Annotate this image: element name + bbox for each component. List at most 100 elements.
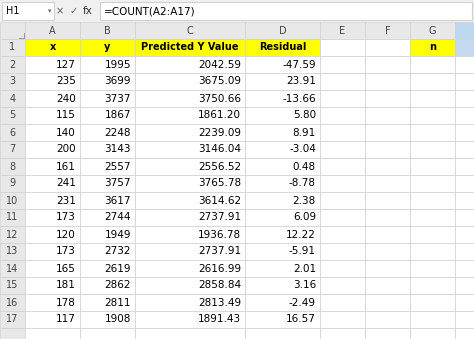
Bar [455,311,474,328]
Text: 2: 2 [9,60,16,69]
Bar [0,90,25,107]
Text: 120: 120 [56,230,76,239]
Bar [410,294,455,311]
Bar [245,90,320,107]
Bar [455,56,474,73]
Bar [320,192,365,209]
Text: 3765.78: 3765.78 [198,179,241,188]
Text: 9: 9 [9,179,16,188]
Bar [365,226,410,243]
Text: 3614.62: 3614.62 [198,196,241,205]
Text: 178: 178 [56,298,76,307]
Text: 2813.49: 2813.49 [198,298,241,307]
Bar [80,39,135,56]
Text: 2737.91: 2737.91 [198,246,241,257]
Bar [80,243,135,260]
Bar [320,90,365,107]
Bar [320,311,365,328]
Text: 5: 5 [9,111,16,120]
Bar [80,141,135,158]
Text: 1: 1 [9,42,16,53]
Bar [410,260,455,277]
Text: 161: 161 [56,161,76,172]
Text: -2.49: -2.49 [289,298,316,307]
Text: 6.09: 6.09 [293,213,316,222]
Bar [410,73,455,90]
Bar [80,107,135,124]
Bar [0,311,25,328]
Text: 2042.59: 2042.59 [198,60,241,69]
Bar [135,243,245,260]
Bar [0,39,25,56]
Bar [135,226,245,243]
Bar [365,175,410,192]
Bar [25,226,80,243]
Bar [135,39,245,56]
Text: 6: 6 [9,127,16,138]
Bar [365,243,410,260]
Text: 240: 240 [56,94,76,103]
Bar [80,311,135,328]
Text: 8: 8 [9,161,16,172]
Bar [410,243,455,260]
Bar [80,175,135,192]
Bar [80,158,135,175]
Text: 16: 16 [6,298,18,307]
Bar [25,192,80,209]
Text: 0.48: 0.48 [293,161,316,172]
Text: -47.59: -47.59 [283,60,316,69]
Text: 13: 13 [6,246,18,257]
Bar [365,73,410,90]
Text: 173: 173 [56,246,76,257]
Text: 8.91: 8.91 [293,127,316,138]
Bar [365,192,410,209]
Bar [25,209,80,226]
Bar [455,90,474,107]
Text: 2556.52: 2556.52 [198,161,241,172]
Bar [245,141,320,158]
Bar [455,277,474,294]
Bar [455,141,474,158]
Bar [0,243,25,260]
Bar [320,39,365,56]
Bar [0,328,25,339]
Text: 3757: 3757 [104,179,131,188]
Bar [410,226,455,243]
Text: 2239.09: 2239.09 [198,127,241,138]
Text: 4: 4 [9,94,16,103]
Bar [320,22,365,39]
Text: =COUNT(A2:A17): =COUNT(A2:A17) [104,6,196,16]
Text: 16.57: 16.57 [286,315,316,324]
Text: 10: 10 [6,196,18,205]
Text: Residual: Residual [259,42,306,53]
Bar [135,158,245,175]
Bar [0,0,474,22]
Bar [365,90,410,107]
Bar [135,192,245,209]
Bar [365,328,410,339]
Bar [410,22,455,39]
Text: 2557: 2557 [104,161,131,172]
Bar [245,73,320,90]
Bar [455,226,474,243]
Bar [135,22,245,39]
Bar [80,73,135,90]
Bar [245,22,320,39]
Text: 2744: 2744 [104,213,131,222]
Bar [455,22,474,39]
Bar [135,260,245,277]
Text: 3.16: 3.16 [293,280,316,291]
Bar [365,260,410,277]
Bar [455,243,474,260]
Bar [410,39,455,56]
Text: 3146.04: 3146.04 [198,144,241,155]
Text: 2858.84: 2858.84 [198,280,241,291]
Text: -3.04: -3.04 [289,144,316,155]
Bar [135,107,245,124]
Bar [135,294,245,311]
Bar [320,243,365,260]
Text: -8.78: -8.78 [289,179,316,188]
Bar [25,39,80,56]
Bar [245,107,320,124]
Bar [365,22,410,39]
